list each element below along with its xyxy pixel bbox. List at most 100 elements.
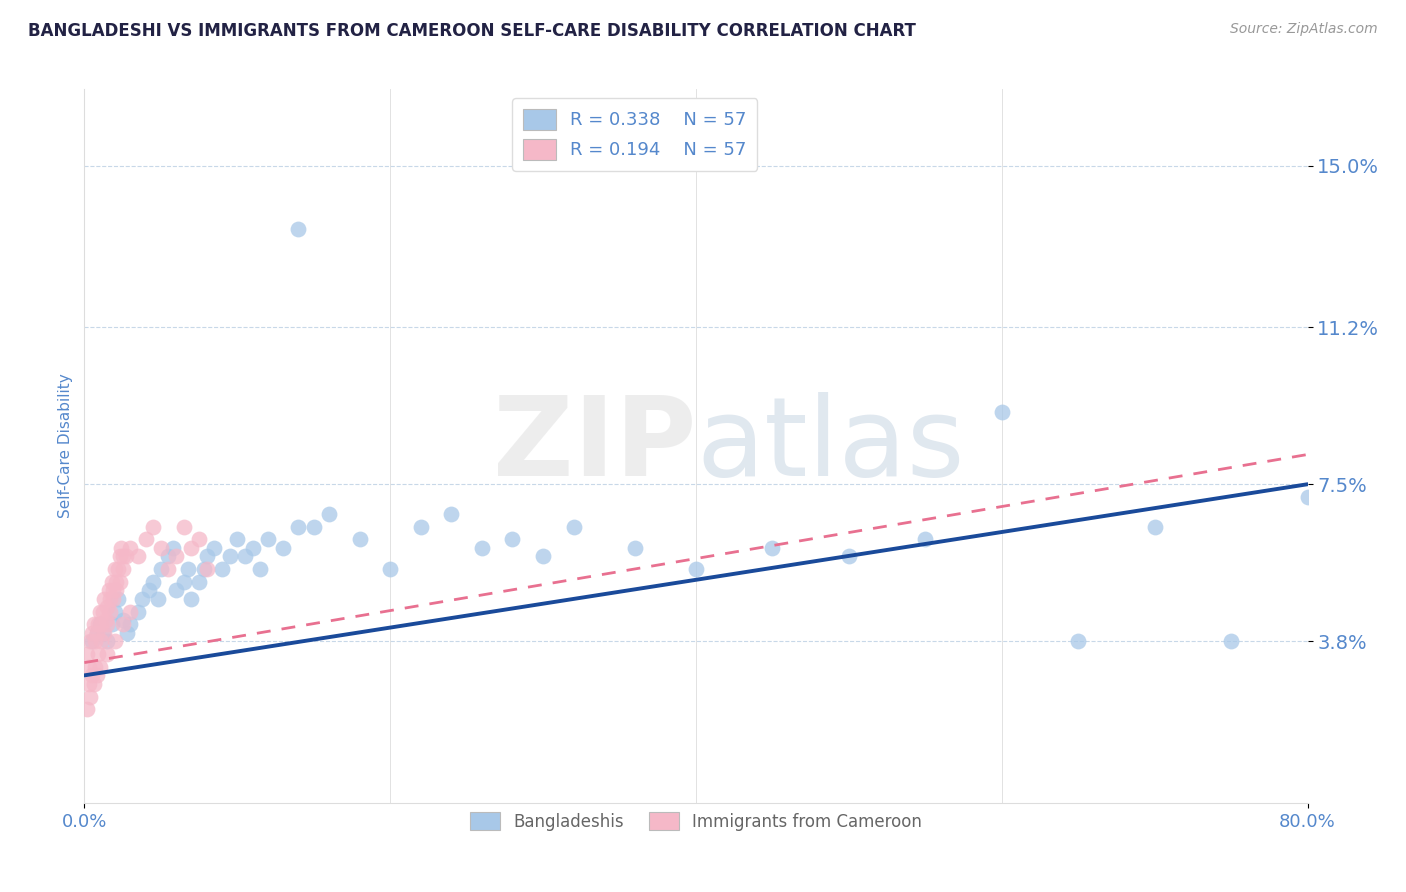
Point	[96, 617, 118, 632]
Point	[440, 507, 463, 521]
Point	[90, 634, 112, 648]
Point	[188, 533, 211, 547]
Text: ZIP: ZIP	[492, 392, 696, 500]
Point	[104, 605, 127, 619]
Point	[87, 647, 110, 661]
Point	[103, 591, 125, 606]
Point	[131, 591, 153, 606]
Point	[318, 507, 340, 521]
Point	[96, 647, 118, 661]
Point	[120, 541, 142, 555]
Point	[146, 591, 169, 606]
Point	[162, 541, 184, 555]
Point	[105, 574, 128, 589]
Point	[173, 519, 195, 533]
Point	[195, 549, 218, 564]
Point	[271, 541, 294, 555]
Point	[761, 541, 783, 555]
Point	[80, 634, 103, 648]
Point	[86, 626, 108, 640]
Point	[202, 541, 225, 555]
Point	[173, 574, 195, 589]
Point	[101, 574, 124, 589]
Point	[127, 605, 149, 619]
Point	[380, 562, 402, 576]
Point	[287, 222, 309, 236]
Point	[218, 549, 240, 564]
Point	[96, 634, 118, 648]
Point	[79, 634, 101, 648]
Point	[120, 617, 142, 632]
Point	[89, 605, 111, 619]
Point	[91, 605, 114, 619]
Point	[142, 519, 165, 533]
Point	[83, 677, 105, 691]
Point	[914, 533, 936, 547]
Point	[1067, 634, 1090, 648]
Y-axis label: Self-Care Disability: Self-Care Disability	[58, 374, 73, 518]
Point	[157, 549, 180, 564]
Point	[84, 634, 107, 648]
Point	[98, 605, 121, 619]
Point	[149, 562, 172, 576]
Point	[101, 617, 124, 632]
Point	[87, 617, 110, 632]
Point	[108, 574, 131, 589]
Point	[89, 617, 111, 632]
Point	[180, 541, 202, 555]
Point	[991, 405, 1014, 419]
Point	[103, 583, 125, 598]
Point	[111, 613, 134, 627]
Text: atlas: atlas	[696, 392, 965, 500]
Point	[195, 562, 218, 576]
Point	[142, 574, 165, 589]
Point	[242, 541, 264, 555]
Point	[249, 562, 271, 576]
Point	[91, 626, 114, 640]
Point	[177, 562, 200, 576]
Point	[409, 519, 432, 533]
Point	[111, 562, 134, 576]
Point	[349, 533, 371, 547]
Point	[838, 549, 860, 564]
Point	[77, 660, 100, 674]
Point	[111, 549, 134, 564]
Point	[180, 591, 202, 606]
Point	[108, 549, 131, 564]
Point	[94, 613, 117, 627]
Point	[1296, 490, 1319, 504]
Point	[107, 562, 129, 576]
Point	[211, 562, 233, 576]
Point	[93, 591, 115, 606]
Point	[86, 626, 108, 640]
Point	[127, 549, 149, 564]
Point	[257, 533, 280, 547]
Point	[165, 549, 187, 564]
Legend: Bangladeshis, Immigrants from Cameroon: Bangladeshis, Immigrants from Cameroon	[463, 805, 929, 838]
Point	[302, 519, 325, 533]
Point	[76, 702, 98, 716]
Point	[93, 626, 115, 640]
Point	[531, 549, 554, 564]
Point	[115, 626, 138, 640]
Text: BANGLADESHI VS IMMIGRANTS FROM CAMEROON SELF-CARE DISABILITY CORRELATION CHART: BANGLADESHI VS IMMIGRANTS FROM CAMEROON …	[28, 22, 915, 40]
Point	[97, 583, 120, 598]
Point	[233, 549, 256, 564]
Point	[79, 690, 101, 704]
Point	[165, 583, 187, 598]
Point	[685, 562, 707, 576]
Point	[80, 626, 103, 640]
Point	[193, 562, 215, 576]
Point	[471, 541, 494, 555]
Point	[98, 591, 121, 606]
Point	[83, 617, 105, 632]
Point	[1220, 634, 1243, 648]
Point	[624, 541, 647, 555]
Point	[135, 533, 157, 547]
Point	[562, 519, 585, 533]
Point	[287, 519, 309, 533]
Point	[96, 600, 118, 615]
Text: Source: ZipAtlas.com: Source: ZipAtlas.com	[1230, 22, 1378, 37]
Point	[107, 591, 129, 606]
Point	[149, 541, 172, 555]
